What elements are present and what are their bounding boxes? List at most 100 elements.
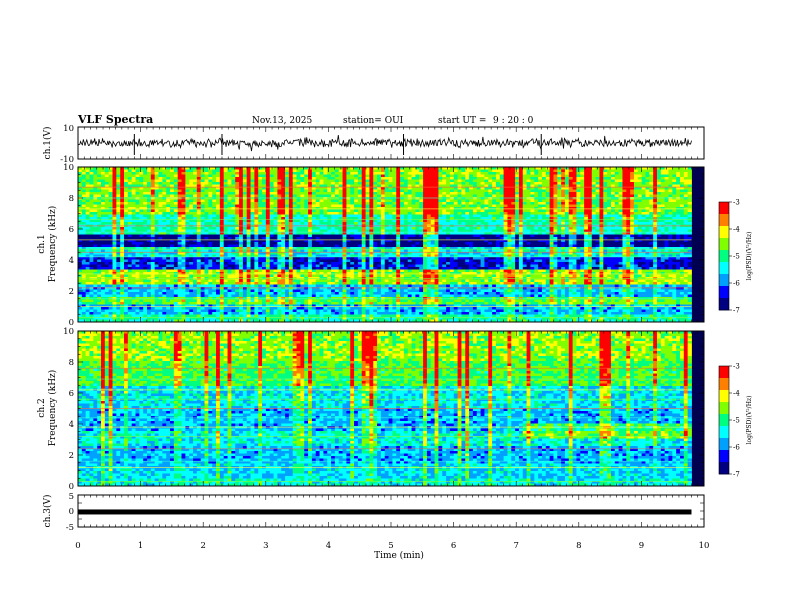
spectrogram-cell bbox=[461, 169, 466, 173]
spectrogram-cell bbox=[515, 197, 520, 200]
spectrogram-cell bbox=[419, 194, 424, 198]
spectrogram-cell bbox=[208, 232, 213, 235]
spectrogram-cell bbox=[561, 212, 566, 215]
spectrogram-cell bbox=[85, 237, 90, 240]
spectrogram-cell bbox=[219, 182, 225, 185]
spectrogram-cell bbox=[311, 222, 317, 225]
spectrogram-cell bbox=[660, 182, 666, 185]
spectrogram-cell bbox=[530, 214, 535, 218]
spectrogram-cell bbox=[476, 212, 481, 215]
spectrogram-cell bbox=[150, 217, 156, 220]
spectrogram-cell bbox=[334, 182, 340, 185]
spectrogram-cell bbox=[108, 187, 113, 190]
spectrogram-cell bbox=[350, 212, 355, 215]
spectrogram-cell bbox=[595, 192, 600, 195]
spectrogram-cell bbox=[127, 182, 133, 185]
spectrogram-cell bbox=[453, 237, 458, 240]
spectrogram-cell bbox=[622, 217, 627, 220]
spectrogram-cell bbox=[346, 199, 351, 203]
spectrogram-cell bbox=[507, 197, 512, 200]
spectrogram-cell bbox=[518, 209, 524, 213]
spectrogram-cell bbox=[687, 237, 692, 240]
spectrogram-cell bbox=[342, 227, 347, 230]
spectrogram-cell bbox=[438, 169, 443, 173]
spectrogram-cell bbox=[453, 167, 458, 170]
spectrogram-cell bbox=[204, 207, 209, 210]
spectrogram-cell bbox=[285, 229, 290, 233]
spectrogram-cell bbox=[492, 239, 497, 243]
spectrogram-cell bbox=[131, 187, 136, 190]
spectrogram-cell bbox=[166, 217, 171, 220]
spectrogram-cell bbox=[93, 217, 98, 220]
spectrogram-cell bbox=[480, 239, 485, 243]
spectrogram-cell bbox=[480, 172, 485, 175]
spectrogram-cell bbox=[400, 182, 405, 185]
spectrogram-cell bbox=[104, 187, 110, 190]
spectrogram-cell bbox=[507, 229, 512, 233]
spectrogram-cell bbox=[469, 169, 474, 173]
spectrogram-cell bbox=[649, 194, 654, 198]
spectrogram-cell bbox=[262, 174, 267, 178]
spectrogram-cell bbox=[403, 222, 409, 225]
spectrogram-cell bbox=[170, 174, 175, 178]
spectrogram-cell bbox=[250, 182, 255, 185]
spectrogram-cell bbox=[181, 169, 186, 173]
spectrogram-cell bbox=[488, 207, 493, 210]
spectrogram-cell bbox=[484, 239, 489, 243]
spectrogram-cell bbox=[346, 179, 351, 183]
spectrogram-cell bbox=[342, 197, 347, 200]
spectrogram-cell bbox=[407, 229, 412, 233]
spectrogram-cell bbox=[246, 172, 251, 175]
spectrogram-cell bbox=[626, 229, 631, 233]
spectrogram-cell bbox=[453, 187, 458, 190]
spectrogram-cell bbox=[572, 167, 577, 170]
spectrogram-cell bbox=[561, 194, 566, 198]
spectrogram-cell bbox=[285, 192, 290, 195]
spectrogram-cell bbox=[507, 219, 512, 223]
spectrogram-cell bbox=[415, 172, 420, 175]
spectrogram-cell bbox=[231, 219, 236, 223]
spectrogram-cell bbox=[108, 239, 113, 243]
spectrogram-cell bbox=[327, 239, 332, 243]
spectrogram-cell bbox=[143, 214, 148, 218]
spectrogram-cell bbox=[177, 209, 182, 213]
spectrogram-cell bbox=[250, 222, 255, 225]
spectrogram-cell bbox=[630, 182, 635, 185]
spectrogram-cell bbox=[173, 229, 179, 233]
spectrogram-cell bbox=[150, 202, 156, 205]
spectrogram-cell bbox=[239, 222, 244, 225]
spectrogram-cell bbox=[530, 194, 535, 198]
spectrogram-cell bbox=[319, 172, 324, 175]
spectrogram-cell bbox=[304, 184, 309, 188]
spectrogram-cell bbox=[672, 204, 677, 208]
spectrogram-cell bbox=[365, 197, 370, 200]
spectrogram-cell bbox=[189, 212, 194, 215]
spectrogram-cell bbox=[388, 199, 393, 203]
spectrogram-cell bbox=[568, 177, 574, 180]
spectrogram-cell bbox=[239, 197, 244, 200]
spectrogram-cell bbox=[170, 202, 175, 205]
spectrogram-cell bbox=[331, 199, 336, 203]
spectrogram-cell bbox=[338, 219, 343, 223]
spectrogram-cell bbox=[346, 177, 351, 180]
spectrogram-cell bbox=[350, 167, 355, 170]
spectrogram-cell bbox=[568, 169, 574, 173]
spectrogram-cell bbox=[277, 167, 282, 170]
spectrogram-cell bbox=[515, 234, 520, 238]
spectrogram-cell bbox=[150, 169, 156, 173]
spectrogram-cell bbox=[212, 179, 217, 183]
spectrogram-cell bbox=[277, 202, 282, 205]
spectrogram-cell bbox=[668, 182, 673, 185]
spectrogram-cell bbox=[534, 194, 539, 198]
spectrogram-cell bbox=[154, 202, 159, 205]
spectrogram-cell bbox=[584, 217, 589, 220]
spectrogram-cell bbox=[331, 222, 336, 225]
spectrogram-cell bbox=[488, 232, 493, 235]
spectrogram-cell bbox=[327, 187, 332, 190]
spectrogram-cell bbox=[630, 197, 635, 200]
spectrogram-cell bbox=[170, 217, 175, 220]
spectrogram-cell bbox=[449, 169, 455, 173]
spectrogram-cell bbox=[626, 179, 631, 183]
spectrogram-cell bbox=[584, 167, 589, 170]
spectrogram-cell bbox=[423, 207, 428, 210]
